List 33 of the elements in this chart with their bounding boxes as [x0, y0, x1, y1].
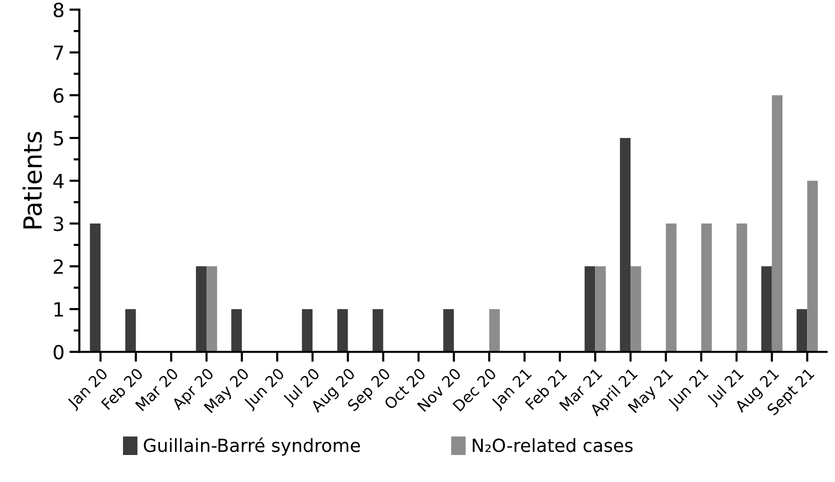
y-axis-title: Patients: [22, 132, 42, 228]
bar: [125, 309, 136, 352]
bar: [701, 224, 712, 352]
bar: [666, 224, 676, 352]
bar: [630, 266, 642, 352]
y-tick-label: 5: [54, 131, 64, 146]
legend-label: N₂O-related cases: [472, 438, 633, 452]
bar: [620, 138, 631, 352]
bar: [736, 224, 748, 352]
y-tick-label: 2: [54, 259, 63, 274]
legend-label: Guillain-Barré syndrome: [144, 437, 360, 456]
y-tick-label: 0: [54, 344, 64, 360]
bar: [443, 309, 454, 352]
bar: [489, 309, 500, 352]
y-tick-label: 1: [54, 302, 63, 316]
bar: [761, 266, 772, 352]
y-tick-label: 6: [54, 88, 64, 103]
bar: [302, 309, 313, 352]
bar: [772, 95, 782, 352]
y-tick-label: 8: [54, 2, 64, 18]
y-tick-label: 4: [53, 174, 64, 188]
bar: [231, 309, 242, 352]
bar: [595, 266, 606, 352]
bar: [206, 266, 218, 352]
y-tick-label: 7: [54, 46, 64, 60]
bar: [90, 224, 101, 352]
bar: [796, 309, 808, 352]
bar: [584, 266, 596, 352]
bar: [372, 309, 384, 352]
bar: [196, 266, 207, 352]
bar: [337, 309, 348, 352]
y-tick-label: 3: [54, 216, 64, 232]
bar: [807, 180, 818, 352]
